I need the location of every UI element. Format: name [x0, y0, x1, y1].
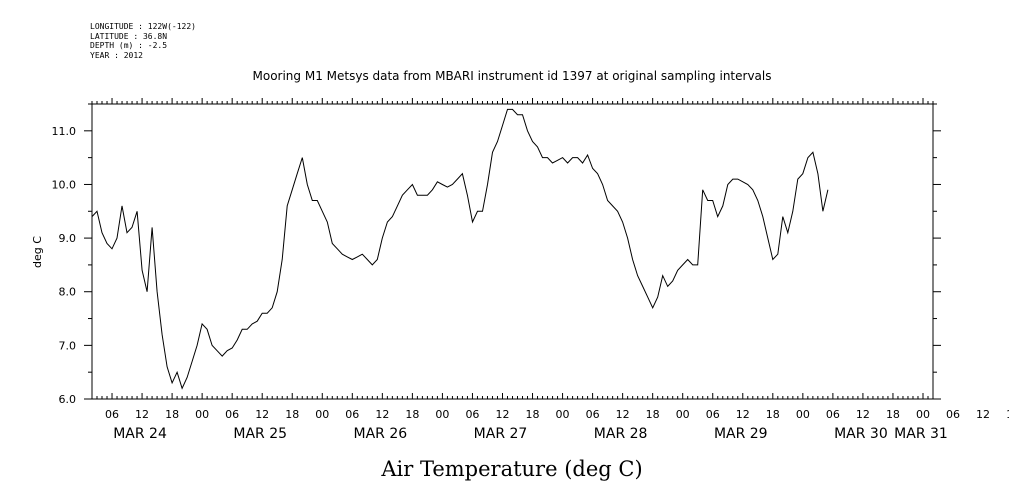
x-hour-label: 06	[706, 408, 720, 421]
chart-title: Mooring M1 Metsys data from MBARI instru…	[253, 69, 772, 83]
year-text: YEAR : 2012	[90, 50, 143, 60]
x-hour-label: 06	[225, 408, 239, 421]
longitude-text: LONGITUDE : 122W(-122)	[90, 22, 196, 31]
y-tick-label: 8.0	[59, 286, 77, 299]
y-axis-label: deg C	[31, 236, 44, 268]
x-hour-label: 18	[526, 408, 540, 421]
day-label: MAR 28	[594, 426, 648, 442]
x-hour-label: 06	[826, 408, 840, 421]
x-hour-label: 00	[435, 408, 449, 421]
x-hour-label: 12	[495, 408, 509, 421]
y-tick-label: 11.0	[52, 125, 77, 138]
x-hour-label: 18	[1006, 408, 1009, 421]
y-tick-label: 7.0	[59, 339, 77, 352]
x-hour-label: 12	[375, 408, 389, 421]
y-tick-label: 10.0	[52, 178, 77, 191]
x-hour-label: 12	[616, 408, 630, 421]
y-tick-label: 9.0	[59, 232, 77, 245]
day-label: MAR 24	[113, 426, 167, 442]
x-hour-label: 18	[285, 408, 299, 421]
x-hour-label: 18	[886, 408, 900, 421]
day-label: MAR 30	[834, 426, 888, 442]
metadata-block: LONGITUDE : 122W(-122) LATITUDE : 36.8N …	[90, 22, 196, 60]
x-hour-label: 12	[255, 408, 269, 421]
x-hour-label: 00	[195, 408, 209, 421]
plot-frame	[91, 103, 934, 400]
tick-marks	[84, 98, 941, 400]
x-hour-label: 18	[165, 408, 179, 421]
day-label: MAR 25	[233, 426, 287, 442]
day-label: MAR 27	[474, 426, 528, 442]
x-hour-label: 00	[676, 408, 690, 421]
x-hour-label: 00	[556, 408, 570, 421]
x-hour-label: 12	[736, 408, 750, 421]
latitude-text: LATITUDE : 36.8N	[90, 31, 168, 41]
x-hour-label: 12	[976, 408, 990, 421]
x-hour-label: 00	[916, 408, 930, 421]
x-hour-label: 06	[946, 408, 960, 421]
day-label: MAR 26	[354, 426, 408, 442]
day-label: MAR 31	[894, 426, 948, 442]
x-hour-label: 00	[315, 408, 329, 421]
x-hour-label: 12	[135, 408, 149, 421]
x-hour-label: 12	[856, 408, 870, 421]
y-tick-label: 6.0	[59, 393, 77, 406]
temperature-series-line	[91, 108, 829, 390]
x-hour-label: 18	[766, 408, 780, 421]
day-label: MAR 29	[714, 426, 768, 442]
x-axis-title: Air Temperature (deg C)	[380, 457, 642, 481]
x-hour-label: 06	[586, 408, 600, 421]
x-hour-label: 06	[465, 408, 479, 421]
y-tick-labels: 6.0 7.0 8.0 9.0 10.0 11.0	[52, 125, 77, 406]
x-hour-label: 06	[345, 408, 359, 421]
x-hour-label: 06	[105, 408, 119, 421]
depth-text: DEPTH (m) : -2.5	[90, 41, 168, 50]
x-hour-label: 00	[796, 408, 810, 421]
day-labels: MAR 24 MAR 25 MAR 26 MAR 27 MAR 28 MAR 29 MAR …	[113, 426, 948, 442]
x-hour-label: 18	[405, 408, 419, 421]
x-hour-label: 18	[646, 408, 660, 421]
x-tick-labels: 06 12 18 00 06 12 18 00 06 12 18 00 06 12 18 00 06 12 18 00…	[105, 408, 1009, 421]
